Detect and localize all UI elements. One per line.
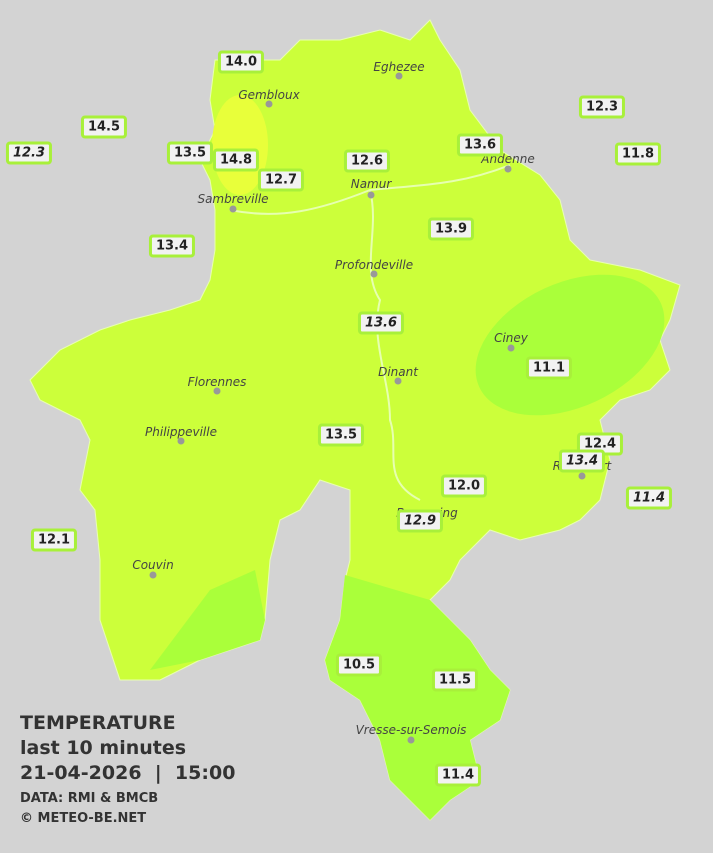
- city-dot: [229, 205, 237, 213]
- station-value: 13.5: [317, 423, 365, 447]
- station-value: 13.6: [456, 133, 504, 157]
- station-value: 11.1: [525, 356, 573, 380]
- city-label: Couvin: [132, 558, 174, 572]
- city-dot: [149, 571, 157, 579]
- station-value: 12.9: [396, 509, 444, 533]
- legend-title: TEMPERATURE: [20, 712, 176, 734]
- station-value: 11.4: [434, 763, 482, 787]
- station-value: 13.5: [166, 141, 214, 165]
- legend-datetime: 21-04-2026 | 15:00: [20, 762, 236, 784]
- city-dot: [507, 344, 515, 352]
- station-value: 13.4: [558, 449, 606, 473]
- city-dot: [395, 72, 403, 80]
- legend-source: DATA: RMI & BMCB: [20, 791, 159, 806]
- station-value: 12.1: [30, 528, 78, 552]
- city-dot: [367, 191, 375, 199]
- legend-copyright: © METEO-BE.NET: [20, 811, 147, 826]
- station-value: 13.4: [148, 234, 196, 258]
- city-label: Sambreville: [197, 192, 269, 206]
- city-dot: [504, 165, 512, 173]
- warm-zone: [475, 274, 665, 416]
- city-label: Profondeville: [334, 258, 414, 272]
- station-value: 12.0: [440, 474, 488, 498]
- station-value: 12.4: [576, 432, 624, 456]
- city-dot: [213, 387, 221, 395]
- station-value: 11.8: [614, 142, 662, 166]
- city-dot: [407, 736, 415, 744]
- city-dot: [578, 472, 586, 480]
- station-value: 14.0: [217, 50, 265, 74]
- city-label: Ciney: [494, 331, 528, 345]
- province: [29, 19, 681, 821]
- city-label: Florennes: [187, 375, 247, 389]
- city-label: Eghezee: [373, 60, 425, 74]
- station-value: 12.3: [578, 95, 626, 119]
- station-value: 12.6: [343, 149, 391, 173]
- city-dot: [370, 270, 378, 278]
- station-value: 11.5: [431, 668, 479, 692]
- station-value: 12.3: [5, 141, 53, 165]
- station-value: 13.9: [427, 217, 475, 241]
- cool-zone: [150, 570, 265, 670]
- station-value: 11.4: [625, 486, 673, 510]
- station-value: 14.8: [212, 148, 260, 172]
- river: [229, 164, 511, 215]
- cool-zone: [325, 575, 510, 820]
- station-value: 14.5: [80, 115, 128, 139]
- station-value: 10.5: [335, 653, 383, 677]
- city-label: Namur: [350, 177, 392, 191]
- river: [369, 189, 421, 501]
- city-label: Gembloux: [238, 88, 300, 102]
- legend-subtitle: last 10 minutes: [20, 737, 187, 759]
- city-dot: [394, 377, 402, 385]
- station-value: 13.6: [357, 311, 405, 335]
- city-label: Philippeville: [145, 425, 217, 439]
- city-dot: [177, 437, 185, 445]
- city-dot: [265, 100, 273, 108]
- station-value: 12.7: [257, 168, 305, 192]
- city-label: Dinant: [378, 365, 418, 379]
- city-label: Vresse-sur-Semois: [355, 723, 467, 737]
